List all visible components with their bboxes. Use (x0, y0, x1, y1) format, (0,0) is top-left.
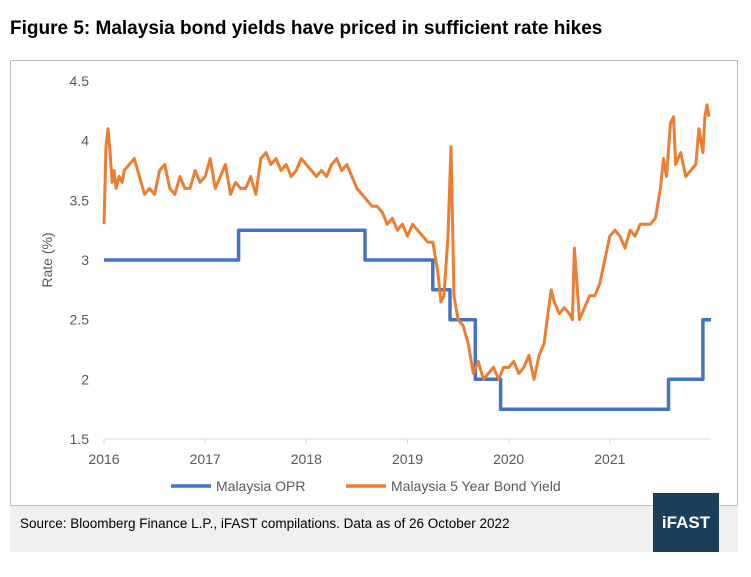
y-tick-label: 4 (81, 133, 89, 149)
series-line-opr (104, 228, 711, 411)
y-tick-label: 2.5 (70, 312, 90, 328)
source-note: Source: Bloomberg Finance L.P., iFAST co… (20, 516, 510, 531)
chart-frame: 2016 2017 2018 2019 2020 2021 1.5 2 2.5 3 3.5 4 4.5 R… (10, 60, 738, 506)
x-tick-label: 2018 (291, 451, 322, 467)
y-tick-label: 2 (81, 371, 89, 387)
y-tick-label: 3.5 (70, 192, 90, 208)
axes-layer: 2016 2017 2018 2019 2020 2021 1.5 2 2.5 3 3.5 4 4.5 R… (39, 73, 711, 467)
x-tick-label: 2016 (88, 451, 119, 467)
x-tick-label: 2017 (190, 451, 221, 467)
x-tick-label: 2021 (594, 451, 625, 467)
y-axis-title: Rate (%) (39, 232, 55, 287)
line-chart: 2016 2017 2018 2019 2020 2021 1.5 2 2.5 3 3.5 4 4.5 R… (39, 73, 711, 494)
ifast-logo: iFAST (653, 493, 719, 552)
source-footer: Source: Bloomberg Finance L.P., iFAST co… (10, 493, 738, 552)
legend-label: Malaysia OPR (216, 478, 305, 494)
y-tick-label: 1.5 (70, 431, 90, 447)
x-tick-label: 2019 (392, 451, 423, 467)
series-layer (102, 103, 711, 411)
series-line-bond-yield (102, 103, 711, 381)
legend-label: Malaysia 5 Year Bond Yield (391, 478, 561, 494)
x-tick-label: 2020 (493, 451, 524, 467)
y-tick-label: 4.5 (70, 73, 90, 89)
legend: Malaysia OPR Malaysia 5 Year Bond Yield (171, 478, 561, 494)
figure-title: Figure 5: Malaysia bond yields have pric… (10, 18, 603, 39)
y-tick-label: 3 (81, 252, 89, 268)
